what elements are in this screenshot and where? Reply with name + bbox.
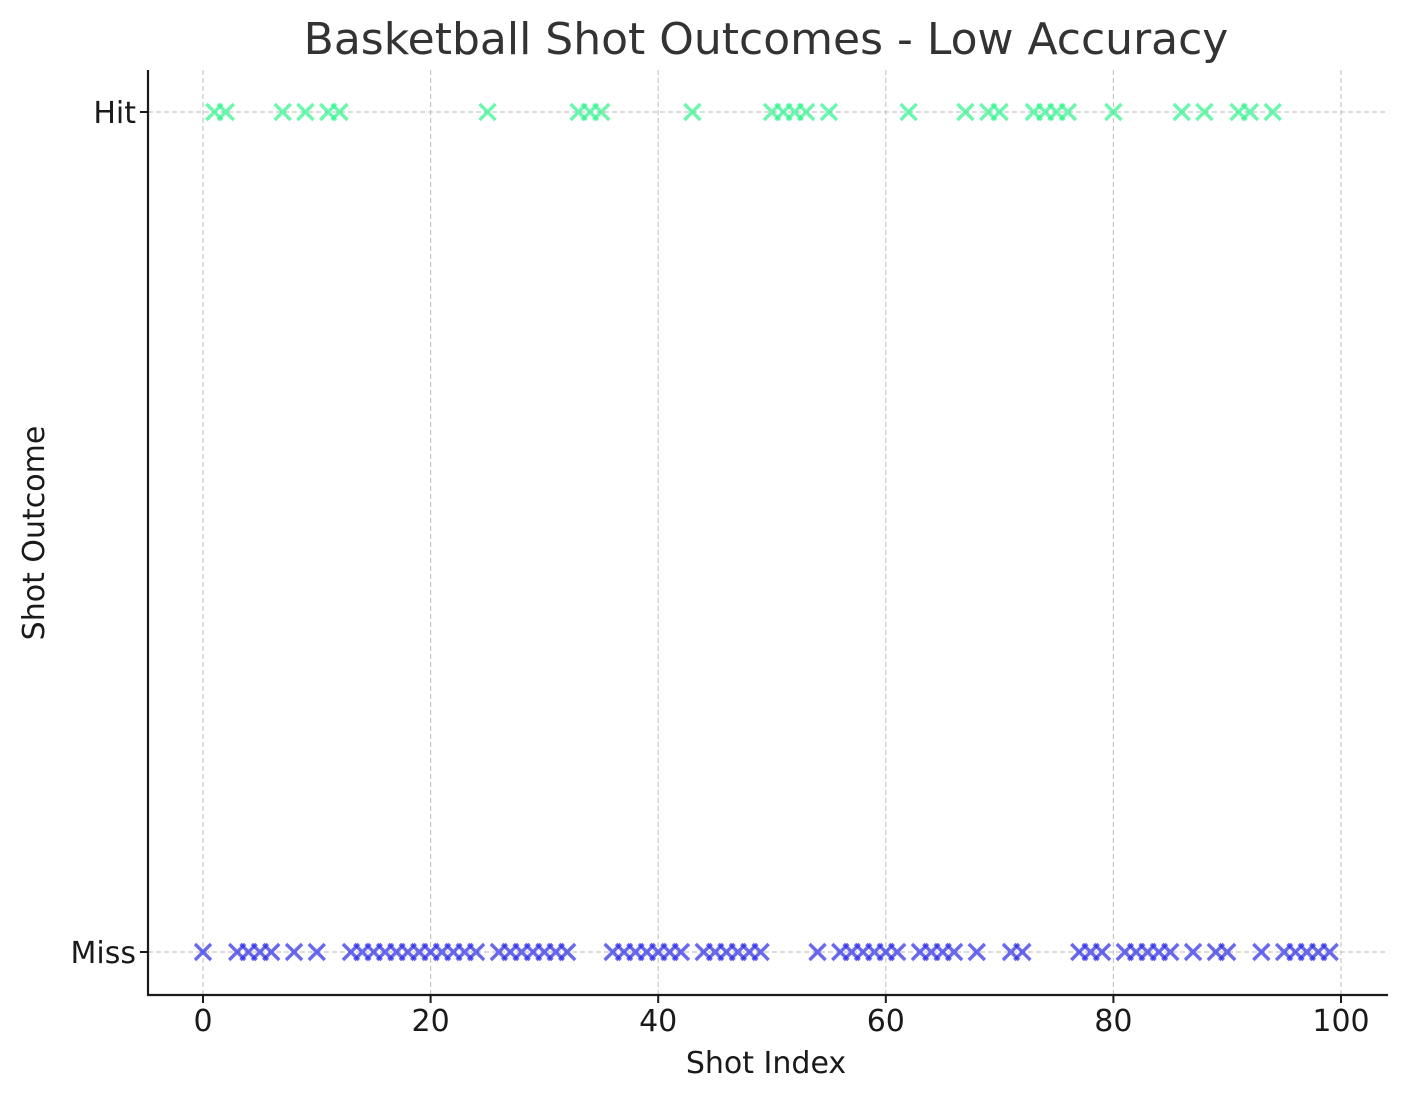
miss-marker	[1013, 942, 1032, 962]
miss-marker	[671, 942, 691, 962]
x-tick-label: 60	[867, 1004, 905, 1039]
miss-marker	[967, 942, 987, 962]
miss-marker	[1092, 942, 1112, 962]
axis-ticks: 0 20 40 60 80 100 Miss Hit	[71, 96, 1370, 1039]
hit-marker	[899, 102, 918, 122]
y-tick-label: Hit	[93, 96, 136, 131]
hit-marker	[1172, 102, 1191, 122]
x-tick-label: 0	[193, 1004, 212, 1039]
x-axis-label: Shot Index	[686, 1046, 846, 1081]
hit-marker	[1195, 102, 1214, 122]
hit-marker	[1058, 102, 1078, 122]
miss-marker	[466, 942, 486, 962]
y-axis-label: Shot Outcome	[17, 426, 52, 641]
hit-marker	[1263, 102, 1282, 122]
miss-marker	[1217, 942, 1237, 962]
x-tick-label: 20	[412, 1004, 450, 1039]
hit-marker	[273, 102, 292, 122]
miss-marker	[808, 942, 827, 962]
miss-marker	[557, 942, 577, 962]
hit-marker	[956, 102, 975, 122]
miss-marker	[193, 942, 213, 962]
miss-marker	[1183, 942, 1203, 962]
hit-marker	[592, 102, 611, 122]
hit-marker	[990, 102, 1009, 122]
miss-marker	[307, 942, 327, 962]
hit-marker	[296, 102, 315, 122]
hit-marker	[683, 102, 702, 122]
hit-marker	[1104, 102, 1123, 122]
hit-marker	[478, 102, 497, 122]
miss-marker	[1161, 942, 1180, 962]
hit-marker	[796, 102, 816, 122]
hit-marker	[216, 102, 235, 122]
x-tick-label: 40	[639, 1004, 677, 1039]
miss-marker	[1252, 942, 1271, 962]
hit-marker	[330, 102, 349, 122]
miss-marker	[1320, 942, 1339, 962]
miss-marker	[944, 942, 964, 962]
x-tick-label: 80	[1094, 1004, 1132, 1039]
chart-title: Basketball Shot Outcomes - Low Accuracy	[304, 14, 1229, 65]
data-markers	[193, 102, 1339, 962]
miss-marker	[751, 942, 770, 962]
miss-marker	[887, 942, 907, 962]
hit-marker	[1240, 102, 1260, 122]
grid-lines	[148, 70, 1388, 995]
hit-marker	[819, 102, 839, 122]
x-tick-label: 100	[1312, 1004, 1369, 1039]
miss-marker	[262, 942, 281, 962]
miss-marker	[284, 942, 304, 962]
y-tick-label: Miss	[71, 936, 136, 971]
